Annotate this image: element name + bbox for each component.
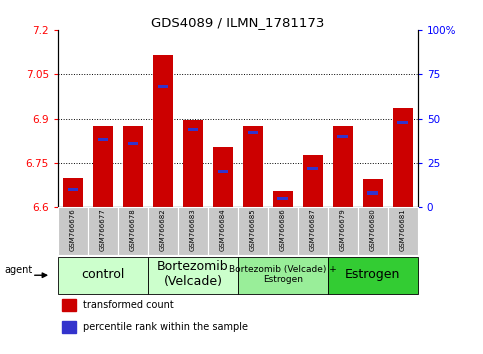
Text: GSM766683: GSM766683 xyxy=(190,209,196,251)
Text: percentile rank within the sample: percentile rank within the sample xyxy=(83,321,248,332)
Text: GSM766678: GSM766678 xyxy=(130,209,136,251)
Text: GSM766679: GSM766679 xyxy=(340,209,346,251)
Bar xyxy=(58,207,88,255)
Bar xyxy=(243,126,263,207)
Text: Bortezomib
(Velcade): Bortezomib (Velcade) xyxy=(157,261,229,289)
Bar xyxy=(148,257,238,293)
Bar xyxy=(213,147,233,207)
Bar xyxy=(217,170,228,173)
Text: GSM766684: GSM766684 xyxy=(220,209,226,251)
Bar xyxy=(128,142,138,145)
Bar xyxy=(238,257,328,293)
Text: GSM766687: GSM766687 xyxy=(310,209,316,251)
Bar xyxy=(68,188,78,191)
Bar xyxy=(123,126,142,207)
Text: Bortezomib (Velcade) +
Estrogen: Bortezomib (Velcade) + Estrogen xyxy=(229,265,337,284)
Bar xyxy=(63,178,83,207)
Text: control: control xyxy=(81,268,125,281)
Text: GSM766682: GSM766682 xyxy=(160,209,166,251)
Text: GSM766685: GSM766685 xyxy=(250,209,256,251)
Bar xyxy=(393,108,412,207)
Bar xyxy=(298,207,328,255)
Bar xyxy=(338,135,348,138)
Bar xyxy=(208,207,238,255)
Bar xyxy=(118,207,148,255)
Bar xyxy=(157,85,168,88)
Bar xyxy=(148,207,178,255)
Bar xyxy=(247,131,258,134)
Text: GSM766680: GSM766680 xyxy=(370,209,376,251)
Text: GSM766681: GSM766681 xyxy=(400,209,406,251)
Text: GSM766677: GSM766677 xyxy=(100,209,106,251)
Bar xyxy=(308,167,318,170)
Text: GSM766686: GSM766686 xyxy=(280,209,286,251)
Bar xyxy=(183,120,203,207)
Title: GDS4089 / ILMN_1781173: GDS4089 / ILMN_1781173 xyxy=(151,16,325,29)
Bar xyxy=(93,126,113,207)
Bar xyxy=(187,127,198,131)
Bar xyxy=(88,207,118,255)
Text: agent: agent xyxy=(5,266,33,275)
Text: transformed count: transformed count xyxy=(83,300,174,310)
Bar xyxy=(278,196,288,200)
Bar xyxy=(358,207,388,255)
Bar xyxy=(328,207,358,255)
Bar xyxy=(273,191,293,207)
Bar xyxy=(368,191,378,194)
Bar xyxy=(398,121,408,124)
Bar xyxy=(303,155,323,207)
Bar xyxy=(388,207,418,255)
Text: GSM766676: GSM766676 xyxy=(70,209,76,251)
Bar xyxy=(98,138,108,141)
Bar xyxy=(58,257,148,293)
Bar xyxy=(238,207,268,255)
Bar xyxy=(333,126,353,207)
Bar xyxy=(178,207,208,255)
Bar xyxy=(61,299,76,311)
Bar xyxy=(61,321,76,332)
Bar xyxy=(328,257,418,293)
Bar xyxy=(153,55,172,207)
Bar xyxy=(363,179,383,207)
Bar xyxy=(268,207,298,255)
Text: Estrogen: Estrogen xyxy=(345,268,400,281)
